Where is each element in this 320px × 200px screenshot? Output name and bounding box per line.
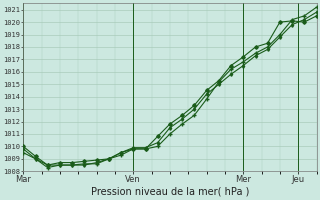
X-axis label: Pression niveau de la mer( hPa ): Pression niveau de la mer( hPa ) [91, 187, 249, 197]
